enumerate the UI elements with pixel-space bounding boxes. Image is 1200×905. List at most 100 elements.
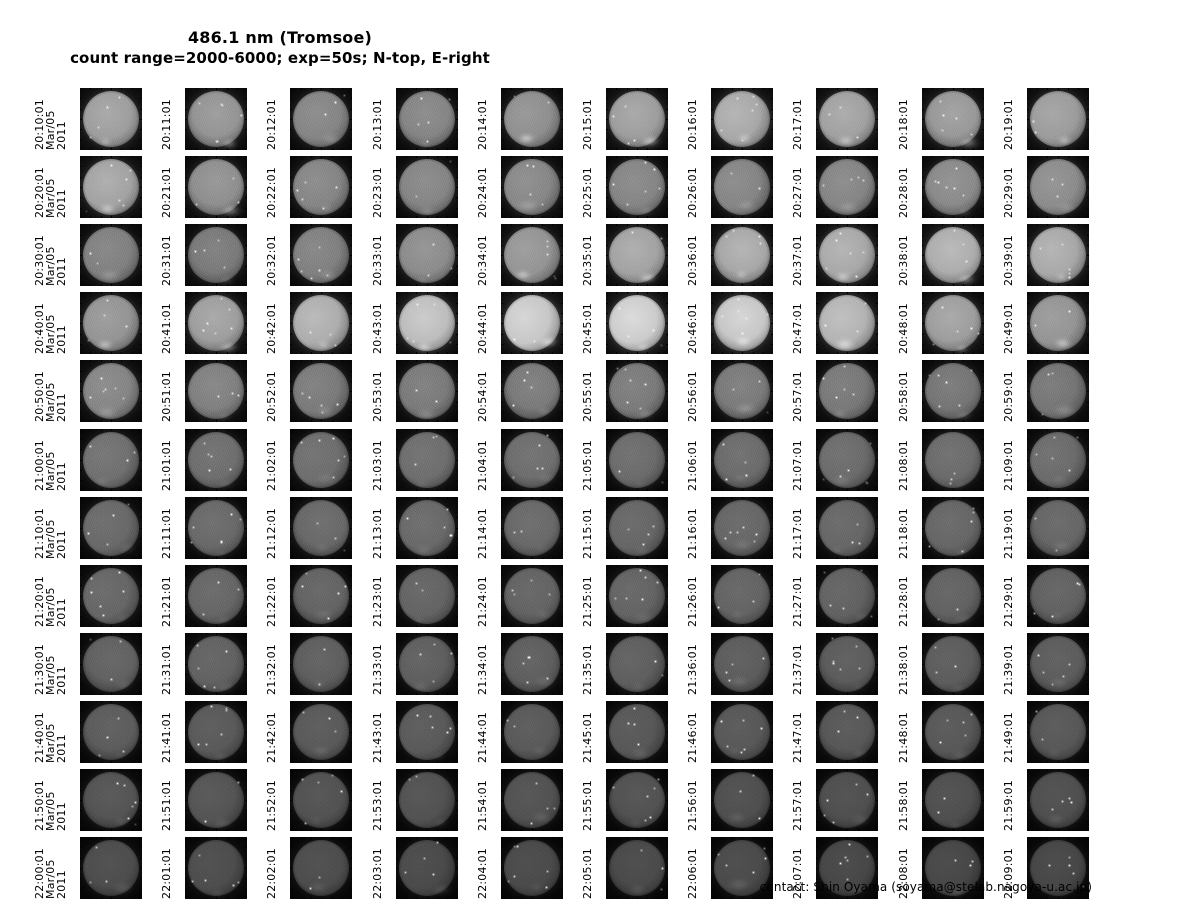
allsky-thumbnail[interactable] (80, 292, 142, 355)
allsky-thumbnail[interactable] (185, 156, 248, 219)
allsky-thumbnail[interactable] (711, 360, 774, 423)
allsky-thumbnail[interactable] (500, 632, 563, 695)
allsky-thumbnail[interactable] (395, 292, 458, 355)
allsky-thumbnail[interactable] (711, 837, 774, 900)
allsky-thumbnail[interactable] (816, 292, 879, 355)
allsky-thumbnail[interactable] (80, 564, 142, 627)
allsky-thumbnail[interactable] (500, 700, 563, 763)
allsky-thumbnail[interactable] (395, 564, 458, 627)
allsky-thumbnail[interactable] (606, 632, 668, 695)
allsky-thumbnail[interactable] (1026, 632, 1089, 695)
allsky-thumbnail[interactable] (290, 632, 353, 695)
allsky-thumbnail[interactable] (606, 156, 668, 219)
allsky-thumbnail[interactable] (185, 428, 248, 491)
allsky-thumbnail[interactable] (1026, 360, 1089, 423)
allsky-thumbnail[interactable] (1026, 837, 1089, 900)
allsky-thumbnail[interactable] (816, 496, 879, 559)
allsky-thumbnail[interactable] (1026, 428, 1089, 491)
allsky-thumbnail[interactable] (921, 564, 984, 627)
allsky-thumbnail[interactable] (711, 496, 774, 559)
allsky-thumbnail[interactable] (816, 769, 879, 831)
allsky-thumbnail[interactable] (500, 224, 563, 287)
allsky-thumbnail[interactable] (290, 837, 353, 900)
allsky-thumbnail[interactable] (395, 428, 458, 491)
allsky-thumbnail[interactable] (606, 564, 668, 627)
allsky-thumbnail[interactable] (711, 564, 774, 627)
allsky-thumbnail[interactable] (606, 769, 668, 831)
allsky-thumbnail[interactable] (1026, 496, 1089, 559)
allsky-thumbnail[interactable] (290, 88, 353, 150)
allsky-thumbnail[interactable] (185, 564, 248, 627)
allsky-thumbnail[interactable] (606, 496, 668, 559)
allsky-thumbnail[interactable] (711, 632, 774, 695)
allsky-thumbnail[interactable] (606, 88, 668, 150)
allsky-thumbnail[interactable] (816, 88, 879, 150)
allsky-thumbnail[interactable] (921, 700, 984, 763)
allsky-thumbnail[interactable] (290, 700, 353, 763)
allsky-thumbnail[interactable] (711, 700, 774, 763)
allsky-thumbnail[interactable] (185, 88, 248, 150)
allsky-thumbnail[interactable] (606, 224, 668, 287)
allsky-thumbnail[interactable] (816, 156, 879, 219)
allsky-thumbnail[interactable] (816, 837, 879, 900)
allsky-thumbnail[interactable] (185, 769, 248, 831)
allsky-thumbnail[interactable] (711, 88, 774, 150)
allsky-thumbnail[interactable] (921, 428, 984, 491)
allsky-thumbnail[interactable] (711, 428, 774, 491)
allsky-thumbnail[interactable] (395, 88, 458, 150)
allsky-thumbnail[interactable] (1026, 156, 1089, 219)
allsky-thumbnail[interactable] (290, 564, 353, 627)
allsky-thumbnail[interactable] (80, 837, 142, 900)
allsky-thumbnail[interactable] (500, 88, 563, 150)
allsky-thumbnail[interactable] (500, 360, 563, 423)
allsky-thumbnail[interactable] (80, 156, 142, 219)
allsky-thumbnail[interactable] (1026, 700, 1089, 763)
allsky-thumbnail[interactable] (395, 632, 458, 695)
allsky-thumbnail[interactable] (500, 496, 563, 559)
allsky-thumbnail[interactable] (80, 632, 142, 695)
allsky-thumbnail[interactable] (1026, 769, 1089, 831)
allsky-thumbnail[interactable] (80, 224, 142, 287)
allsky-thumbnail[interactable] (290, 156, 353, 219)
allsky-thumbnail[interactable] (816, 224, 879, 287)
allsky-thumbnail[interactable] (816, 700, 879, 763)
allsky-thumbnail[interactable] (1026, 292, 1089, 355)
allsky-thumbnail[interactable] (711, 156, 774, 219)
allsky-thumbnail[interactable] (395, 837, 458, 900)
allsky-thumbnail[interactable] (290, 360, 353, 423)
allsky-thumbnail[interactable] (290, 428, 353, 491)
allsky-thumbnail[interactable] (921, 88, 984, 150)
allsky-thumbnail[interactable] (606, 428, 668, 491)
allsky-thumbnail[interactable] (921, 224, 984, 287)
allsky-thumbnail[interactable] (1026, 224, 1089, 287)
allsky-thumbnail[interactable] (185, 496, 248, 559)
allsky-thumbnail[interactable] (711, 224, 774, 287)
allsky-thumbnail[interactable] (921, 632, 984, 695)
allsky-thumbnail[interactable] (1026, 564, 1089, 627)
allsky-thumbnail[interactable] (500, 769, 563, 831)
allsky-thumbnail[interactable] (80, 428, 142, 491)
allsky-thumbnail[interactable] (395, 769, 458, 831)
allsky-thumbnail[interactable] (500, 156, 563, 219)
allsky-thumbnail[interactable] (290, 224, 353, 287)
allsky-thumbnail[interactable] (500, 428, 563, 491)
allsky-thumbnail[interactable] (395, 700, 458, 763)
allsky-thumbnail[interactable] (80, 360, 142, 423)
allsky-thumbnail[interactable] (395, 360, 458, 423)
allsky-thumbnail[interactable] (606, 360, 668, 423)
allsky-thumbnail[interactable] (921, 292, 984, 355)
allsky-thumbnail[interactable] (921, 360, 984, 423)
allsky-thumbnail[interactable] (290, 292, 353, 355)
allsky-thumbnail[interactable] (500, 564, 563, 627)
allsky-thumbnail[interactable] (395, 496, 458, 559)
allsky-thumbnail[interactable] (711, 769, 774, 831)
allsky-thumbnail[interactable] (816, 632, 879, 695)
allsky-thumbnail[interactable] (921, 769, 984, 831)
allsky-thumbnail[interactable] (80, 769, 142, 831)
allsky-thumbnail[interactable] (185, 837, 248, 900)
allsky-thumbnail[interactable] (606, 292, 668, 355)
allsky-thumbnail[interactable] (816, 564, 879, 627)
allsky-thumbnail[interactable] (185, 632, 248, 695)
allsky-thumbnail[interactable] (816, 360, 879, 423)
allsky-thumbnail[interactable] (290, 496, 353, 559)
